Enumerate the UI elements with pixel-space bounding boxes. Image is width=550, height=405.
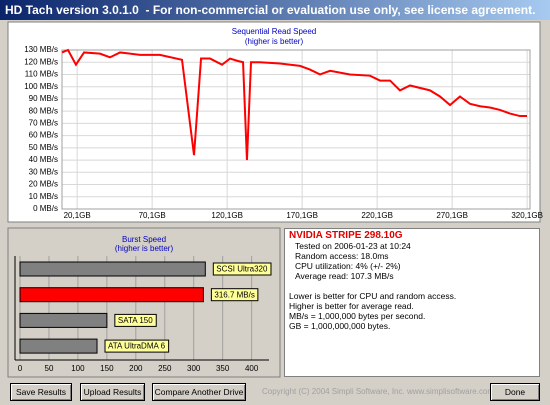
note-line: MB/s = 1,000,000 bytes per second.: [289, 311, 426, 321]
bar: [19, 338, 98, 354]
drive-name: NVIDIA STRIPE 298.10G: [289, 230, 403, 241]
info-panel: NVIDIA STRIPE 298.10G Tested on 2006-01-2…: [284, 228, 540, 377]
save-button[interactable]: Save Results: [10, 383, 72, 401]
detail-line: Tested on 2006-01-23 at 10:24: [295, 241, 411, 251]
bar-label: SCSI Ultra320: [216, 265, 268, 274]
plot-frame: [61, 49, 531, 210]
bar-label-box: [114, 313, 157, 327]
read-panel: [7, 21, 541, 223]
bar: [19, 287, 204, 303]
bar-label: SATA 150: [118, 316, 153, 325]
y-tick-label: 130 MB/s: [24, 45, 58, 54]
copyright: Copyright (C) 2004 Simpli Software, Inc.…: [262, 387, 495, 396]
y-tick-label: 40 MB/s: [29, 155, 58, 164]
title-bar: HD Tach version 3.0.1.0 - For non-commer…: [0, 0, 550, 20]
x-tick-label: 400: [245, 364, 259, 373]
detail-line: Random access: 18.0ms: [295, 251, 389, 261]
x-tick-label: 300: [187, 364, 201, 373]
note-line: Higher is better for average read.: [289, 301, 414, 311]
read-line: [61, 48, 527, 161]
x-tick-label: 320,1GB: [511, 211, 543, 220]
read-subtitle: (higher is better): [245, 37, 304, 46]
y-tick-label: 70 MB/s: [29, 118, 58, 127]
y-tick-label: 20 MB/s: [29, 180, 58, 189]
y-tick-label: 120 MB/s: [24, 57, 58, 66]
x-tick-label: 120,1GB: [211, 211, 243, 220]
y-tick-label: 60 MB/s: [29, 131, 58, 140]
y-tick-label: 50 MB/s: [29, 143, 58, 152]
read-title: Sequential Read Speed: [232, 27, 317, 36]
y-tick-label: 90 MB/s: [29, 94, 58, 103]
note-line: GB = 1,000,000,000 bytes.: [289, 321, 391, 331]
burst-subtitle: (higher is better): [115, 244, 174, 253]
note-line: Lower is better for CPU and random acces…: [289, 291, 457, 301]
done-button[interactable]: Done: [490, 383, 540, 401]
bar-label: ATA UltraDMA 6: [108, 342, 166, 351]
x-tick-label: 220,1GB: [361, 211, 393, 220]
x-tick-label: 20,1GB: [64, 211, 91, 220]
x-tick-label: 270,1GB: [436, 211, 468, 220]
y-tick-label: 30 MB/s: [29, 167, 58, 176]
y-tick-label: 10 MB/s: [29, 192, 58, 201]
y-tick-label: 100 MB/s: [24, 82, 58, 91]
y-tick-label: 110 MB/s: [25, 70, 58, 79]
bar: [19, 261, 206, 277]
x-tick-label: 250: [158, 364, 172, 373]
x-tick-label: 150: [100, 364, 114, 373]
bar-label-box: [210, 288, 259, 302]
bar-label-box: [104, 339, 170, 353]
y-tick-label: 0 MB/s: [33, 204, 58, 213]
y-tick-label: 80 MB/s: [29, 106, 58, 115]
compare-button[interactable]: Compare Another Drive: [152, 383, 246, 401]
x-tick-label: 170,1GB: [286, 211, 318, 220]
upload-button[interactable]: Upload Results: [80, 383, 145, 401]
bar: [19, 312, 108, 328]
detail-line: CPU utilization: 4% (+/- 2%): [295, 261, 401, 271]
detail-line: Average read: 107.3 MB/s: [295, 271, 394, 281]
x-tick-label: 0: [18, 364, 23, 373]
x-tick-label: 50: [45, 364, 54, 373]
x-tick-label: 350: [216, 364, 230, 373]
bar-label-box: [212, 262, 272, 276]
burst-title: Burst Speed: [122, 235, 166, 244]
x-tick-label: 70,1GB: [139, 211, 166, 220]
bar-label: 316.7 MB/s: [214, 290, 254, 299]
x-tick-label: 200: [129, 364, 143, 373]
x-tick-label: 100: [71, 364, 85, 373]
